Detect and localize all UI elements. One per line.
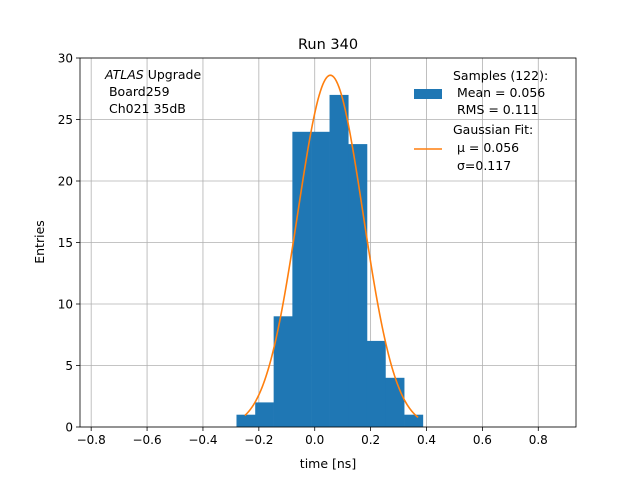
- legend-samples-title: Samples (122):: [453, 68, 548, 83]
- annotation-board: Board259: [105, 84, 170, 99]
- annotation-atlas: ATLAS: [104, 67, 144, 82]
- x-tick-label: −0.2: [244, 433, 273, 447]
- y-tick-label: 0: [65, 421, 73, 435]
- gaussian-fit-line: [244, 74, 419, 419]
- x-tick-label: 0.4: [417, 433, 436, 447]
- legend: Samples (122): Mean = 0.056 RMS = 0.111 …: [414, 68, 548, 173]
- histogram-bar: [292, 131, 312, 428]
- chart-title: Run 340: [298, 37, 358, 53]
- x-tick-label: 0.8: [529, 433, 548, 447]
- atlas-annotation: ATLAS Upgrade Board259 Ch021 35dB: [104, 67, 201, 116]
- x-tick-label: 0.2: [361, 433, 380, 447]
- y-tick-label: 15: [58, 236, 73, 250]
- legend-samples-rms: RMS = 0.111: [453, 102, 539, 117]
- x-tick-label: −0.6: [132, 433, 161, 447]
- x-tick-label: −0.8: [77, 433, 106, 447]
- x-axis-label: time [ns]: [300, 456, 356, 471]
- x-tick-label: 0.6: [473, 433, 492, 447]
- histogram-bar: [329, 94, 349, 428]
- histogram-bar: [366, 340, 386, 427]
- y-tick-label: 5: [65, 359, 73, 373]
- histogram-bar: [311, 131, 330, 428]
- histogram-bar: [273, 316, 293, 427]
- histogram-bar: [236, 414, 256, 427]
- legend-samples-swatch: [414, 89, 442, 99]
- y-tick-label: 20: [58, 175, 73, 189]
- legend-fit-mu: μ = 0.056: [453, 140, 519, 155]
- histogram-bars: [236, 94, 424, 428]
- histogram-bar: [255, 402, 274, 427]
- legend-fit-title: Gaussian Fit:: [453, 122, 533, 137]
- annotation-upgrade: Upgrade: [144, 67, 202, 82]
- legend-fit-sigma: σ=0.117: [453, 158, 511, 173]
- gaussian-fit: [244, 74, 419, 419]
- axis-ticks: −0.8 −0.6 −0.4 −0.2 0.0 0.2 0.4 0.6 0.8 0 5 10 15 20 2…: [58, 52, 548, 448]
- annotation-channel: Ch021 35dB: [105, 101, 186, 116]
- legend-samples-mean: Mean = 0.056: [453, 85, 545, 100]
- histogram-bar: [404, 414, 424, 427]
- x-tick-label: 0.0: [305, 433, 324, 447]
- histogram-bar: [385, 377, 405, 427]
- y-tick-label: 10: [58, 298, 73, 312]
- y-axis-label: Entries: [32, 220, 47, 264]
- y-tick-label: 30: [58, 52, 73, 66]
- x-tick-label: −0.4: [188, 433, 217, 447]
- y-tick-label: 25: [58, 113, 73, 127]
- annotation-line-1: ATLAS Upgrade: [104, 67, 201, 82]
- histogram-bar: [348, 144, 368, 427]
